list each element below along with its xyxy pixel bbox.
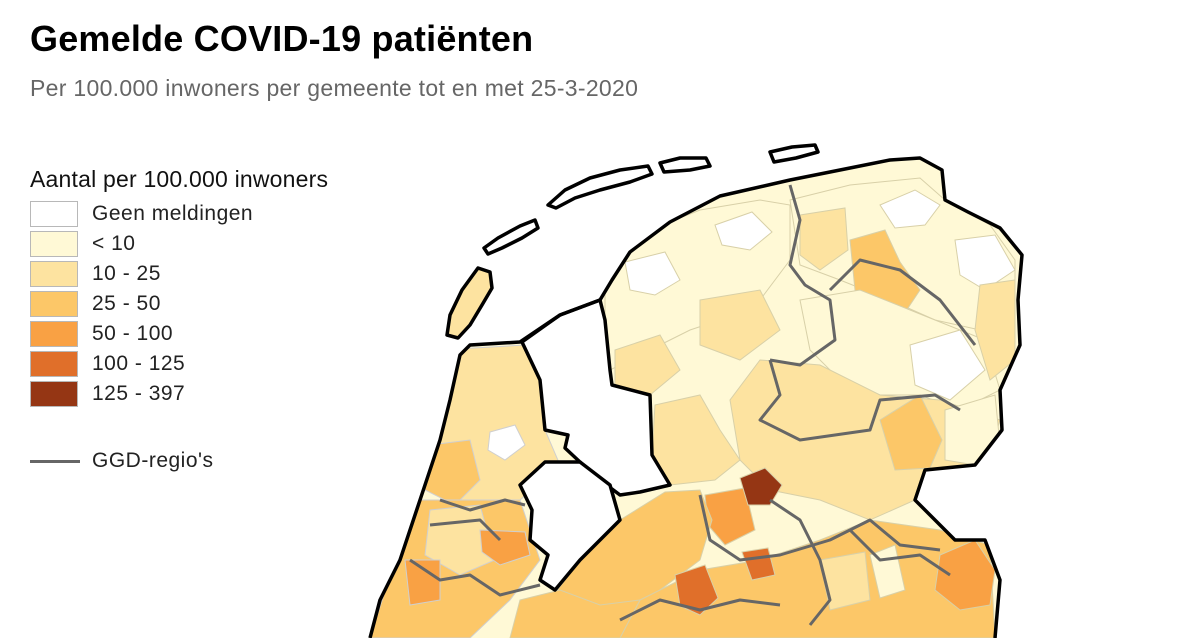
mainland-group [370,158,1022,638]
region-ov-orange [879,394,943,471]
legend-item-none: Geen meldingen [30,199,328,229]
legend-label-ggd: GGD-regio's [92,449,214,472]
ggd-boundary-gelderland [698,494,941,562]
ggd-boundary-nh-2 [429,518,502,542]
island-vlieland [482,218,540,256]
markermeer [518,460,622,592]
legend-label-25-50: 25 - 50 [92,292,161,315]
page-title: Gemelde COVID-19 patiënten [30,18,534,59]
ggd-boundary-gelderland-2 [769,498,832,626]
region-sh-dark [479,529,531,566]
legend-swatch-none [30,201,78,227]
legend-label-50-100: 50 - 100 [92,322,174,345]
region-nh-white [487,424,526,461]
legend-label-lt10: < 10 [92,232,136,255]
legend-title: Aantal per 100.000 inwoners [30,166,329,192]
ggd-boundary-drenthe-overijssel [758,359,961,442]
map-legend: Aantal per 100.000 inwoners Geen melding… [30,166,328,473]
ggd-boundary-east [848,528,951,577]
region-sh-hot [404,559,441,606]
region-fr-pale-1 [699,289,781,361]
legend-item-50-100: 50 - 100 [30,319,328,349]
region-fr-pale-2 [614,334,681,396]
region-gelderland [619,519,996,638]
region-dr-pale [974,279,1016,381]
ggd-boundary-nh [439,498,526,512]
ggd-line-swatch [30,459,80,463]
island-terschelling [546,164,654,210]
legend-label-125-397: 125 - 397 [92,382,186,405]
legend-label-100-125: 100 - 125 [92,352,186,375]
legend-swatch-lt10 [30,231,78,257]
region-ge-pale [819,551,871,611]
legend-swatch-100-125 [30,351,78,377]
ggd-boundary-south [619,598,781,622]
region-gr-white-1 [879,189,941,229]
ggd-boundaries [409,184,977,626]
region-gr-white-2 [954,234,1016,291]
legend-item-ggd: GGD-regio's [30,449,328,473]
region-fr-white-1 [714,211,773,251]
legend-swatch-50-100 [30,321,78,347]
region-gr-pale [799,207,849,271]
mainland-outline [368,156,1024,638]
island-texel [445,266,494,340]
region-utrecht [509,589,641,638]
ggd-boundary-friesland-groningen [769,184,837,367]
legend-swatch-125-397 [30,381,78,407]
region-zwolle [739,467,783,506]
legend-swatch-25-50 [30,291,78,317]
legend-label-none: Geen meldingen [92,202,254,225]
legend-item-100-125: 100 - 125 [30,349,328,379]
legend-item-lt10: < 10 [30,229,328,259]
ggd-boundary-sh [409,558,541,597]
island-schiermonnikoog [768,143,820,164]
legend-label-10-25: 10 - 25 [92,262,161,285]
island-ameland [658,156,712,174]
legend-item-125-397: 125 - 397 [30,379,328,409]
region-fr-white-2 [624,251,681,296]
legend-item-25-50: 25 - 50 [30,289,328,319]
legend-item-10-25: 10 - 25 [30,259,328,289]
region-dr-white [909,329,986,401]
page-subtitle: Per 100.000 inwoners per gemeente tot en… [30,75,639,101]
ggd-boundary-groningen-drenthe [828,258,977,346]
ijsselmeer [520,298,672,497]
legend-swatch-10-25 [30,261,78,287]
